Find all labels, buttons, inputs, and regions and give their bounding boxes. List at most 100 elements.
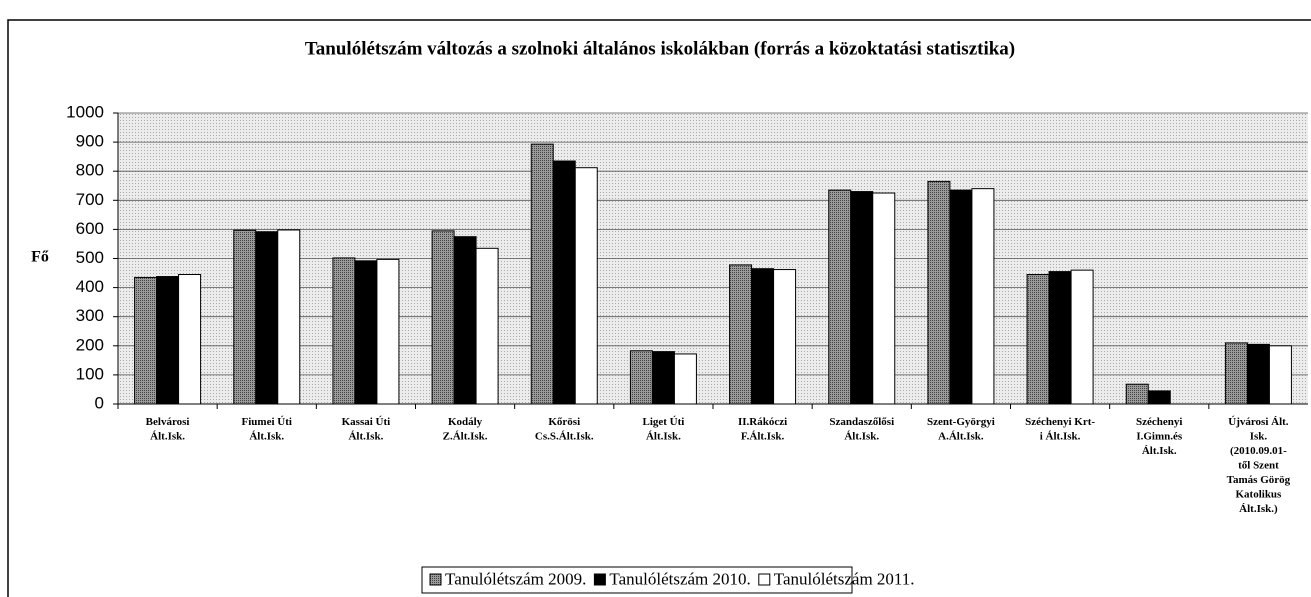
bar bbox=[872, 192, 896, 405]
bar bbox=[1125, 383, 1149, 405]
y-tick-label: 700 bbox=[76, 190, 104, 209]
bar bbox=[1268, 345, 1292, 405]
x-tick-label-line: Fiumei Úti bbox=[242, 416, 292, 428]
y-tick-label: 500 bbox=[76, 248, 104, 267]
x-tick-label: Liget Úti Ált.Isk. bbox=[642, 416, 684, 443]
x-tick-label-line: II.Rákóczi bbox=[738, 416, 787, 428]
bar bbox=[773, 269, 797, 405]
x-tick-label: Széchenyi I.Gimn.és Ált.Isk. bbox=[1136, 416, 1183, 457]
x-tick-label-line: Ált.Isk. bbox=[249, 430, 284, 442]
bar bbox=[376, 258, 400, 405]
x-tick-label: II.Rákóczi F.Ált.Isk. bbox=[738, 416, 787, 443]
x-tick-label-line: Isk. bbox=[1250, 430, 1268, 442]
legend-label: Tanulólétszám 2010. bbox=[609, 569, 750, 588]
bar bbox=[552, 160, 576, 405]
x-tick-label-line: Kőrösi bbox=[548, 416, 580, 428]
x-tick-label: Fiumei Úti Ált.Isk. bbox=[242, 416, 292, 443]
bar bbox=[651, 351, 675, 405]
x-tick-label-line: Ált.Isk. bbox=[348, 430, 383, 442]
x-tick-label: Szent-Györgyi A.Ált.Isk. bbox=[927, 416, 995, 443]
bar bbox=[277, 229, 301, 405]
bar bbox=[927, 180, 951, 405]
x-tick-label-line: Szandaszőlősi bbox=[829, 416, 894, 428]
x-tick-label: Szandaszőlősi Ált.Isk. bbox=[829, 416, 894, 443]
bar bbox=[453, 236, 477, 405]
bar bbox=[354, 260, 378, 405]
y-axis-label: Fő bbox=[31, 249, 49, 266]
bar bbox=[1070, 269, 1094, 405]
x-tick-label-line: Ált.Isk.) bbox=[1239, 503, 1278, 515]
bar bbox=[1147, 390, 1171, 405]
y-tick-label: 900 bbox=[76, 132, 104, 151]
x-tick-label-line: Belvárosi bbox=[146, 416, 190, 428]
y-tick-label: 300 bbox=[76, 306, 104, 325]
x-tick-label-line: Ált.Isk. bbox=[1142, 445, 1177, 457]
x-tick-label-line: Z.Ált.Isk. bbox=[443, 430, 488, 442]
bar bbox=[332, 257, 356, 405]
bar bbox=[1224, 342, 1248, 405]
bar bbox=[949, 189, 973, 405]
x-tick-label: Kassai Úti Ált.Isk. bbox=[342, 416, 391, 443]
y-tick-label: 200 bbox=[76, 335, 104, 354]
x-tick-label-line: I.Gimn.és bbox=[1136, 430, 1183, 442]
x-tick-label: Kodály Z.Ált.Isk. bbox=[443, 416, 488, 443]
chart-title: Tanulólétszám változás a szolnoki általá… bbox=[305, 38, 1015, 59]
legend-label: Tanulólétszám 2011. bbox=[774, 569, 915, 588]
chart-frame bbox=[7, 19, 1311, 597]
legend-frame bbox=[421, 566, 853, 594]
legend-label: Tanulólétszám 2009. bbox=[445, 569, 586, 588]
y-tick-label: 0 bbox=[95, 393, 104, 412]
bar bbox=[751, 268, 775, 405]
bar bbox=[255, 231, 279, 405]
bar bbox=[134, 276, 158, 405]
bar bbox=[431, 230, 455, 405]
x-tick-label-line: től Szent bbox=[1238, 459, 1279, 471]
x-tick-label-line: Ált.Isk. bbox=[844, 430, 879, 442]
x-tick-label-line: A.Ált.Isk. bbox=[938, 430, 984, 442]
x-tick-label: Széchenyi Krt-i Ált.Isk. bbox=[1025, 416, 1095, 443]
x-tick-label-line: Ált.Isk. bbox=[150, 430, 185, 442]
legend-swatch bbox=[593, 573, 606, 586]
x-tick-label-line: Szent-Györgyi bbox=[927, 416, 995, 428]
bar bbox=[233, 229, 257, 405]
legend-swatch bbox=[429, 573, 442, 586]
x-tick-label: Újvárosi Ált. Isk. (2010.09.01- től Szent Ta… bbox=[1227, 416, 1291, 515]
x-tick-label-line: Kassai Úti bbox=[342, 416, 391, 428]
bar bbox=[475, 247, 499, 405]
y-tick-label: 600 bbox=[76, 219, 104, 238]
x-tick-label-line: Újvárosi Ált. bbox=[1228, 416, 1289, 428]
bar bbox=[729, 264, 753, 405]
x-tick-label-line: F.Ált.Isk. bbox=[741, 430, 785, 442]
x-tick-label-line: Katolikus bbox=[1235, 488, 1282, 500]
y-tick-label: 800 bbox=[76, 161, 104, 180]
x-tick-label-line: Széchenyi Krt- bbox=[1025, 416, 1095, 428]
bar bbox=[828, 189, 852, 405]
x-tick-label: Kőrösi Cs.S.Ált.Isk. bbox=[535, 416, 594, 443]
bar bbox=[1026, 274, 1050, 405]
bar bbox=[673, 353, 697, 405]
x-tick-label-line: Liget Úti bbox=[642, 416, 684, 428]
legend-swatch bbox=[758, 573, 771, 586]
x-tick-label-line: (2010.09.01- bbox=[1230, 445, 1287, 457]
bar bbox=[1048, 271, 1072, 405]
x-tick-label-line: Tamás Görög bbox=[1227, 474, 1291, 486]
bar bbox=[530, 143, 554, 405]
x-tick-label-line: Cs.S.Ált.Isk. bbox=[535, 430, 594, 442]
bar bbox=[178, 274, 202, 405]
bar bbox=[629, 350, 653, 405]
y-tick-label: 1000 bbox=[66, 102, 104, 121]
x-tick-label-line: Kodály bbox=[448, 416, 483, 428]
x-tick-label-line: Széchenyi bbox=[1136, 416, 1182, 428]
legend: Tanulólétszám 2009. Tanulólétszám 2010. Ta… bbox=[421, 566, 915, 594]
x-tick-label-line: i Ált.Isk. bbox=[1040, 430, 1081, 442]
y-tick-label: 100 bbox=[76, 364, 104, 383]
bar bbox=[574, 167, 598, 405]
y-tick-label: 400 bbox=[76, 277, 104, 296]
bar bbox=[850, 191, 874, 405]
x-tick-label: Belvárosi Ált.Isk. bbox=[146, 416, 190, 443]
bar bbox=[156, 276, 180, 405]
x-tick-label-line: Ált.Isk. bbox=[646, 430, 681, 442]
bar bbox=[1246, 343, 1270, 405]
bar bbox=[971, 188, 995, 405]
